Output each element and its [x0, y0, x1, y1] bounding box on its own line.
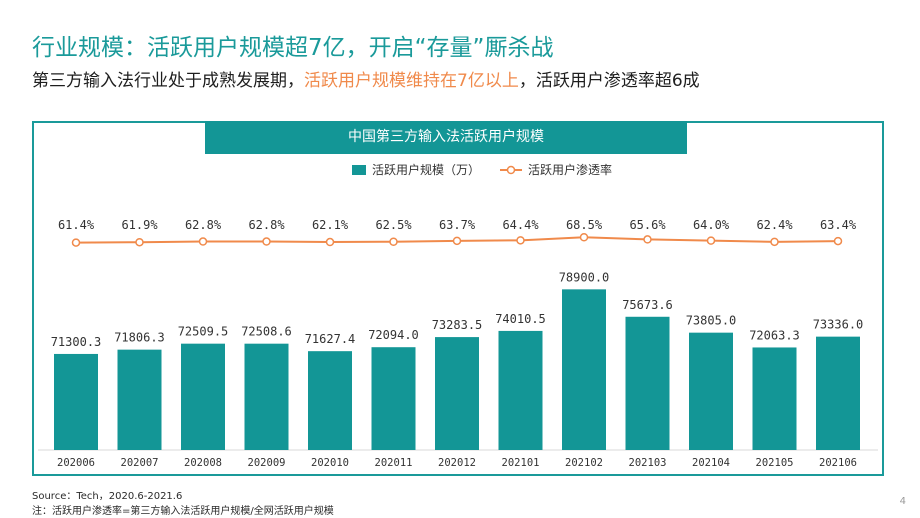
x-tick-label: 202007 — [121, 457, 159, 469]
bar — [54, 353, 98, 450]
line-value-label: 64.0% — [693, 218, 730, 232]
source-text: Source：Tech，2020.6-2021.6 — [32, 491, 183, 502]
line-value-label: 61.9% — [121, 218, 158, 232]
line-point — [770, 237, 779, 247]
legend-line-label: 活跃用户渗透率 — [528, 162, 612, 177]
x-tick-label: 202008 — [184, 457, 222, 469]
bar — [244, 343, 289, 450]
bar — [498, 330, 543, 450]
note-text: 注：活跃用户渗透率=第三方输入法活跃用户规模/全网活跃用户规模 — [32, 506, 334, 517]
subtitle-part1: 第三方输入法行业处于成熟发展期， — [32, 71, 304, 91]
line-value-label: 62.8% — [248, 218, 285, 232]
bar — [308, 351, 352, 450]
bar-value-label: 72063.3 — [749, 328, 800, 342]
line-value-label: 61.4% — [58, 218, 95, 232]
bar-value-label: 74010.5 — [495, 312, 546, 326]
line-value-label: 62.8% — [185, 218, 222, 232]
x-tick-label: 202103 — [629, 457, 667, 469]
line-point — [516, 236, 525, 245]
bar-value-label: 78900.0 — [559, 270, 610, 284]
bar-value-label: 73805.0 — [686, 314, 737, 328]
line-value-label: 68.5% — [566, 218, 603, 232]
bar-value-label: 73283.5 — [432, 318, 483, 332]
x-tick-label: 202009 — [248, 457, 286, 469]
line-value-label: 63.7% — [439, 218, 476, 232]
line-point — [579, 233, 589, 242]
bar — [689, 332, 733, 450]
page-number: 4 — [899, 496, 906, 507]
x-tick-label: 202010 — [311, 457, 349, 469]
line-point — [135, 237, 144, 247]
line-value-label: 62.1% — [312, 218, 349, 232]
line-value-label: 62.5% — [375, 218, 412, 232]
line-point — [198, 237, 208, 246]
x-tick-label: 202105 — [756, 457, 794, 469]
bar-value-label: 71806.3 — [114, 331, 165, 345]
x-tick-label: 202012 — [438, 457, 476, 469]
bar — [625, 316, 670, 450]
chart-title: 中国第三方输入法活跃用户规模 — [205, 121, 687, 154]
bar-value-label: 75673.6 — [622, 298, 673, 312]
line-point — [452, 236, 462, 246]
x-tick-label: 202101 — [502, 457, 540, 469]
line-value-label: 64.4% — [502, 218, 539, 232]
bar-value-label: 71627.4 — [305, 332, 356, 346]
x-tick-label: 202011 — [375, 457, 413, 469]
line-point — [71, 238, 81, 247]
bar — [562, 289, 606, 450]
x-tick-label: 202102 — [565, 457, 603, 469]
line-value-label: 62.4% — [756, 218, 793, 232]
subtitle-part2: ，活跃用户渗透率超6成 — [518, 71, 700, 91]
legend-line-marker — [506, 165, 516, 175]
x-tick-label: 202006 — [57, 457, 95, 469]
bar-value-label: 72509.5 — [178, 325, 229, 339]
page-subtitle: 第三方输入法行业处于成熟发展期，活跃用户规模维持在7亿以上，活跃用户渗透率超6成 — [32, 66, 700, 91]
bar — [181, 343, 225, 450]
line-point — [706, 236, 716, 245]
line-point — [833, 236, 843, 246]
line-point — [643, 235, 652, 244]
line-point — [262, 237, 271, 246]
legend-bar-swatch — [352, 165, 366, 175]
bar — [816, 336, 860, 450]
line-point — [325, 237, 335, 247]
bar-value-label: 72094.0 — [368, 328, 419, 342]
bar — [371, 347, 416, 450]
line-point — [389, 237, 398, 246]
line-value-label: 63.4% — [820, 218, 857, 232]
bar — [117, 349, 162, 450]
x-tick-label: 202106 — [819, 457, 857, 469]
x-tick-label: 202104 — [692, 457, 730, 469]
bar-value-label: 72508.6 — [241, 325, 292, 339]
bar — [435, 337, 479, 450]
subtitle-highlight: 活跃用户规模维持在7亿以上 — [304, 71, 519, 91]
bar-value-label: 71300.3 — [51, 335, 102, 349]
bar-value-label: 73336.0 — [813, 318, 864, 332]
line-value-label: 65.6% — [629, 218, 666, 232]
bar — [752, 347, 797, 450]
page-title: 行业规模：活跃用户规模超7亿，开启“存量”厮杀战 — [32, 35, 554, 61]
legend-bar-label: 活跃用户规模（万） — [372, 162, 480, 177]
